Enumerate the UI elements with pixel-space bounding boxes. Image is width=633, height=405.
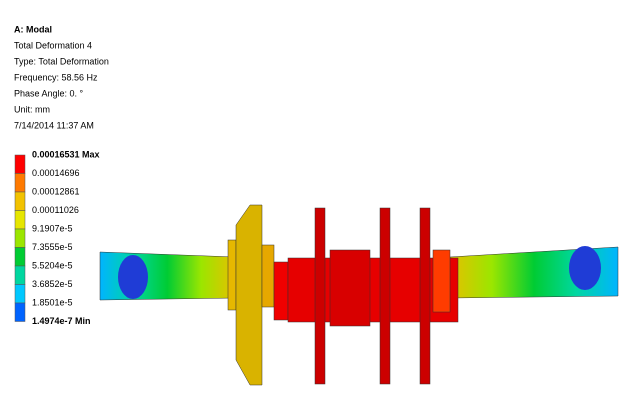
legend-swatch <box>15 248 25 267</box>
analysis-title: A: Modal <box>14 24 52 34</box>
screenshot: A: Modal Total Deformation 4 Type: Total D… <box>0 0 633 405</box>
legend-label: 1.8501e-5 <box>32 297 73 307</box>
header-line: Total Deformation 4 <box>14 40 92 50</box>
legend-swatch <box>15 229 25 248</box>
header-line: Type: Total Deformation <box>14 56 109 66</box>
legend-swatch <box>15 211 25 230</box>
header-line: Frequency: 58.56 Hz <box>14 72 98 82</box>
legend-swatch <box>15 266 25 285</box>
legend-label: 0.00016531 Max <box>32 149 100 159</box>
legend-label: 7.3555e-5 <box>32 242 73 252</box>
legend-swatch <box>15 174 25 193</box>
header-line: Phase Angle: 0. ° <box>14 88 84 98</box>
header-line: Unit: mm <box>14 104 50 114</box>
legend-label: 9.1907e-5 <box>32 223 73 233</box>
legend-label: 0.00012861 <box>32 186 80 196</box>
legend-swatch <box>15 155 25 174</box>
legend-label: 0.00014696 <box>32 168 80 178</box>
legend-swatch <box>15 192 25 211</box>
legend-label: 0.00011026 <box>32 205 79 215</box>
legend-swatch <box>15 303 25 322</box>
legend-label: 3.6852e-5 <box>32 279 73 289</box>
legend-label: 1.4974e-7 Min <box>32 316 91 326</box>
header-line: 7/14/2014 11:37 AM <box>14 120 94 130</box>
legend-swatch <box>15 285 25 304</box>
legend-label: 5.5204e-5 <box>32 260 73 270</box>
